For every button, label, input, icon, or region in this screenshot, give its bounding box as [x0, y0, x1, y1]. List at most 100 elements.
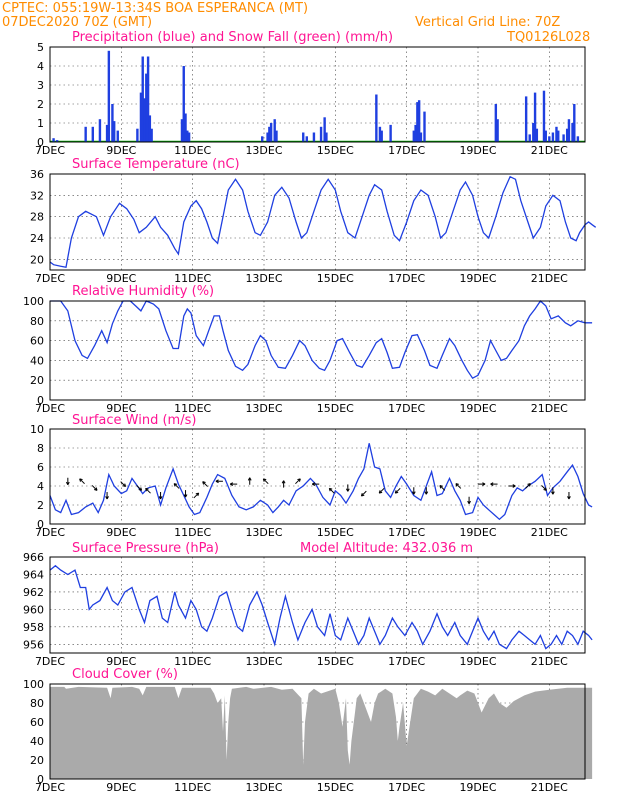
x-tick-label: 21DEC [531, 526, 568, 539]
wind-arrow [262, 478, 269, 485]
chart-title-precip: Precipitation (blue) and Snow Fall (gree… [72, 30, 393, 45]
precip-bar [533, 92, 537, 142]
wind-arrow-head [328, 487, 333, 492]
y-tick-label: 60 [30, 716, 44, 729]
precip-bar [113, 121, 116, 142]
x-tick-label: 7DEC [35, 272, 65, 285]
precip-bar [380, 130, 383, 142]
x-tick-label: 19DEC [459, 272, 496, 285]
y-tick-label: 10 [30, 423, 44, 436]
precip-bar [562, 134, 565, 142]
plot-frame [49, 683, 586, 780]
wind-arrow-head [158, 496, 163, 500]
y-tick-label: 962 [23, 586, 44, 599]
series-line [50, 300, 593, 380]
chart-panel: 0 2 4 6 8 10 7DEC 9DEC 11DEC 13DEC 15DEC 17DEC 19DEC… [30, 423, 593, 539]
chart-title-cloud: Cloud Cover (%) [72, 667, 178, 682]
x-tick-label: 17DEC [388, 402, 425, 415]
precip-bar [268, 126, 271, 142]
series-line [49, 564, 593, 650]
x-tick-label: 15DEC [317, 526, 354, 539]
x-tick-label: 9DEC [106, 655, 136, 668]
precip-bar [419, 132, 423, 142]
x-tick-label: 21DEC [531, 144, 568, 157]
x-tick-label: 13DEC [245, 655, 282, 668]
y-tick-label: 2 [37, 98, 44, 111]
x-tick-label: 19DEC [459, 144, 496, 157]
precip-bar [184, 113, 187, 142]
wind-arrow-head [360, 493, 365, 497]
y-tick-label: 24 [30, 232, 44, 245]
precip-bar [375, 94, 378, 142]
precip-bar [136, 128, 139, 142]
wind-arrow [378, 487, 385, 494]
chart-note-altitude: Model Altitude: 432.036 m [300, 541, 473, 556]
y-tick-label: 1 [37, 117, 44, 130]
x-tick-label: 13DEC [245, 144, 282, 157]
precip-bar [116, 130, 119, 142]
y-tick-label: 40 [30, 735, 44, 748]
precip-bar [105, 124, 109, 142]
x-tick-label: 9DEC [106, 402, 136, 415]
wind-arrow-head [79, 478, 83, 482]
x-tick-label: 15DEC [317, 781, 354, 794]
wind-arrow-head [567, 496, 571, 500]
y-tick-label: 20 [30, 374, 44, 387]
x-tick-label: 21DEC [531, 272, 568, 285]
plot-frame [49, 46, 586, 143]
y-tick-label: 966 [23, 551, 44, 564]
x-tick-label: 13DEC [245, 526, 282, 539]
plot-frame [49, 173, 586, 271]
header-location: CPTEC: 055:19W-13:34S BOA ESPERANCA (MT) [2, 1, 308, 16]
precip-bar [273, 119, 276, 142]
x-tick-label: 19DEC [459, 655, 496, 668]
precip-bar [423, 111, 426, 142]
x-tick-label: 11DEC [174, 781, 211, 794]
wind-arrow-head [411, 491, 416, 495]
y-tick-label: 80 [30, 697, 44, 710]
precip-bar [389, 124, 392, 142]
precip-bar [416, 102, 419, 142]
wind-arrow-head [183, 494, 188, 498]
y-tick-label: 36 [30, 168, 44, 181]
y-tick-label: 60 [30, 335, 44, 348]
precip-bar [146, 56, 150, 142]
y-tick-label: 0 [37, 518, 44, 531]
plot-frame [49, 300, 586, 401]
precip-bar [305, 136, 308, 142]
y-tick-label: 0 [37, 136, 44, 149]
wind-arrow [91, 485, 98, 491]
y-tick-label: 100 [23, 295, 44, 308]
chart-panel: 0 1 2 3 4 5 7DEC 9DEC 11DEC 13DEC 15DEC 17DEC 19DEC 2… [35, 41, 586, 157]
wind-arrow-head [297, 478, 301, 482]
x-tick-label: 17DEC [388, 781, 425, 794]
precip-bar [266, 132, 269, 142]
wind-arrow-head [424, 491, 429, 495]
precip-bar [548, 136, 551, 142]
wind-arrow [145, 487, 151, 494]
wind-arrow [361, 490, 367, 497]
y-tick-label: 956 [23, 638, 44, 651]
y-tick-label: 0 [37, 773, 44, 786]
y-tick-label: 28 [30, 211, 44, 224]
precip-bar [139, 92, 143, 142]
x-tick-label: 17DEC [388, 526, 425, 539]
precip-bar [145, 73, 148, 142]
wind-arrow-head [173, 483, 178, 487]
x-tick-label: 15DEC [317, 272, 354, 285]
y-tick-label: 960 [23, 603, 44, 616]
y-tick-label: 100 [23, 678, 44, 691]
wind-arrow-head [262, 478, 267, 482]
wind-arrow-head [482, 482, 486, 486]
x-tick-label: 7DEC [35, 144, 65, 157]
x-tick-label: 11DEC [174, 144, 211, 157]
precip-bar [496, 119, 499, 142]
wind-arrow-head [311, 482, 316, 486]
x-tick-label: 21DEC [531, 655, 568, 668]
y-tick-label: 3 [37, 79, 44, 92]
y-tick-label: 8 [37, 442, 44, 455]
precip-bar [148, 115, 152, 142]
plot-frame [49, 556, 586, 654]
precip-bar [535, 128, 539, 142]
